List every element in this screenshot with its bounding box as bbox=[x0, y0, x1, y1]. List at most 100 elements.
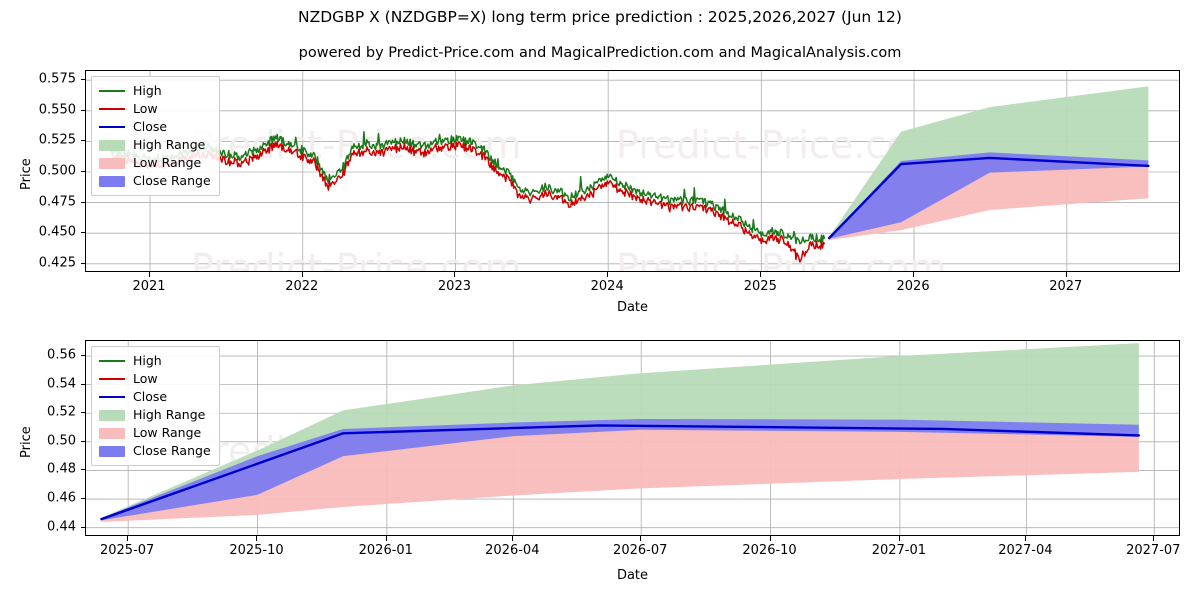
legend-label: Low Range bbox=[133, 155, 202, 170]
x-tick-label: 2026-10 bbox=[742, 543, 797, 558]
legend-item-high-range[interactable]: High Range bbox=[99, 406, 211, 424]
y-tick-label: 0.46 bbox=[47, 490, 76, 506]
x-tick-mark bbox=[1153, 536, 1155, 541]
legend-line-swatch bbox=[99, 90, 125, 92]
legend-line-swatch bbox=[99, 378, 125, 380]
page-title: NZDGBP X (NZDGBP=X) long term price pred… bbox=[298, 8, 902, 26]
page-subtitle: powered by Predict-Price.com and Magical… bbox=[298, 45, 902, 61]
legend-item-high-range[interactable]: High Range bbox=[99, 136, 211, 154]
y-tick-label: 0.56 bbox=[47, 347, 76, 363]
x-tick-mark bbox=[769, 536, 771, 541]
x-tick-mark bbox=[127, 536, 129, 541]
x-tick-label: 2021 bbox=[132, 279, 166, 294]
x-tick-mark bbox=[149, 272, 151, 277]
legend-label: High Range bbox=[133, 407, 206, 422]
x-tick-mark bbox=[301, 272, 303, 277]
y-tick-mark bbox=[80, 79, 85, 81]
y-tick-mark bbox=[80, 355, 85, 357]
legend-label: Close bbox=[133, 119, 168, 134]
top-chart-plot-area: Predict-Price.com Predict-Price.com Pred… bbox=[85, 70, 1180, 272]
legend-item-close[interactable]: Close bbox=[99, 118, 211, 136]
y-tick-label: 0.48 bbox=[47, 461, 76, 477]
y-tick-label: 0.575 bbox=[38, 71, 76, 87]
legend-item-high[interactable]: High bbox=[99, 352, 211, 370]
y-tick-label: 0.52 bbox=[47, 404, 76, 420]
bottom-chart-x-axis-label: Date bbox=[616, 568, 649, 583]
x-tick-mark bbox=[760, 272, 762, 277]
x-tick-mark bbox=[640, 536, 642, 541]
x-tick-label: 2026-07 bbox=[613, 543, 668, 558]
y-tick-mark bbox=[80, 440, 85, 442]
x-tick-label: 2027-04 bbox=[998, 543, 1053, 558]
y-tick-mark bbox=[80, 383, 85, 385]
y-tick-mark bbox=[80, 526, 85, 528]
legend-patch-swatch bbox=[99, 409, 125, 421]
y-tick-mark bbox=[80, 412, 85, 414]
legend-item-low-range[interactable]: Low Range bbox=[99, 424, 211, 442]
bottom-chart-legend: High Low Close High Range Low Range Close Ran… bbox=[91, 346, 220, 466]
legend-line-swatch bbox=[99, 108, 125, 110]
legend-label: High bbox=[133, 83, 162, 98]
x-tick-label: 2022 bbox=[285, 279, 319, 294]
y-tick-mark bbox=[80, 171, 85, 172]
legend-line-swatch bbox=[99, 360, 125, 362]
legend-label: Close Range bbox=[133, 443, 211, 458]
legend-item-low[interactable]: Low bbox=[99, 100, 211, 118]
bottom-chart-plot-area: Predict-Price.com Predict-Price.com bbox=[85, 340, 1180, 536]
legend-item-low[interactable]: Low bbox=[99, 370, 211, 388]
x-tick-label: 2023 bbox=[437, 279, 471, 294]
y-tick-mark bbox=[80, 140, 85, 142]
x-tick-label: 2026 bbox=[896, 279, 930, 294]
legend-item-high[interactable]: High bbox=[99, 82, 211, 100]
y-tick-label: 0.525 bbox=[38, 132, 76, 148]
legend-patch-swatch bbox=[99, 175, 125, 187]
top-chart-legend: High Low Close High Range Low Range Close Ran… bbox=[91, 76, 220, 196]
y-tick-mark bbox=[80, 232, 85, 234]
y-tick-label: 0.50 bbox=[47, 433, 76, 449]
bottom-chart-series bbox=[100, 343, 1141, 522]
top-chart-axes: Predict-Price.com Predict-Price.com Pred… bbox=[19, 70, 1180, 315]
legend-label: Low Range bbox=[133, 425, 202, 440]
legend-patch-swatch bbox=[99, 445, 125, 457]
x-tick-label: 2025-07 bbox=[99, 543, 155, 558]
legend-label: Close Range bbox=[133, 173, 211, 188]
legend-item-low-range[interactable]: Low Range bbox=[99, 154, 211, 172]
x-tick-label: 2026-04 bbox=[485, 543, 540, 558]
x-tick-mark bbox=[1025, 536, 1027, 541]
x-tick-label: 2027 bbox=[1049, 279, 1083, 294]
x-tick-label: 2026-01 bbox=[358, 543, 413, 558]
legend-item-close-range[interactable]: Close Range bbox=[99, 442, 211, 460]
x-tick-label: 2024 bbox=[590, 279, 624, 294]
y-tick-label: 0.44 bbox=[47, 519, 76, 535]
y-tick-mark bbox=[80, 109, 85, 111]
x-tick-mark bbox=[512, 536, 514, 541]
legend-label: Low bbox=[133, 101, 158, 116]
legend-item-close-range[interactable]: Close Range bbox=[99, 172, 211, 190]
x-tick-mark bbox=[913, 272, 915, 277]
x-tick-label: 2025 bbox=[743, 279, 777, 294]
y-tick-label: 0.425 bbox=[38, 255, 76, 271]
x-tick-mark bbox=[454, 272, 456, 277]
y-tick-label: 0.450 bbox=[38, 224, 76, 240]
y-tick-mark bbox=[80, 201, 85, 203]
y-tick-label: 0.54 bbox=[47, 376, 76, 392]
y-tick-mark bbox=[80, 498, 85, 500]
legend-line-swatch bbox=[99, 126, 125, 128]
x-tick-label: 2025-10 bbox=[229, 543, 284, 558]
y-tick-label: 0.475 bbox=[38, 194, 76, 210]
top-chart-series bbox=[110, 86, 1150, 263]
y-tick-mark bbox=[80, 262, 85, 264]
legend-patch-swatch bbox=[99, 427, 125, 439]
legend-item-close[interactable]: Close bbox=[99, 388, 211, 406]
bottom-chart-y-axis-label: Price bbox=[19, 426, 34, 458]
x-tick-mark bbox=[385, 536, 387, 541]
top-chart-y-axis-label: Price bbox=[19, 158, 34, 190]
y-tick-mark bbox=[80, 469, 85, 471]
x-tick-mark bbox=[1065, 272, 1067, 277]
x-tick-label: 2027-01 bbox=[871, 543, 927, 558]
y-tick-label: 0.500 bbox=[38, 163, 76, 179]
y-tick-label: 0.550 bbox=[38, 102, 76, 118]
x-tick-mark bbox=[607, 272, 609, 277]
x-tick-mark bbox=[898, 536, 900, 541]
